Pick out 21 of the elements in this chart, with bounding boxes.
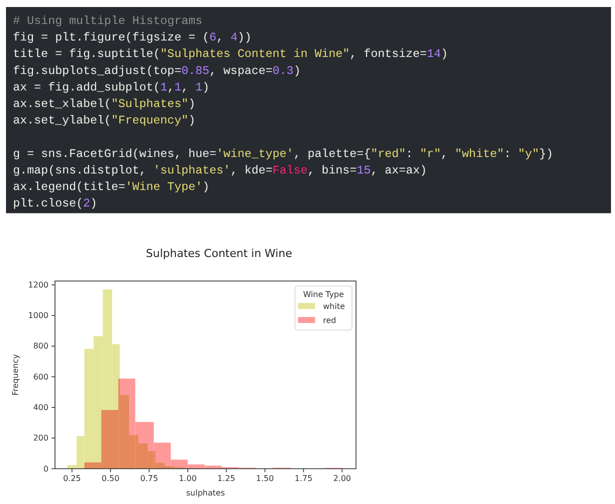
legend-title: Wine Type	[303, 290, 344, 299]
y-tick-label: 0	[43, 464, 48, 474]
x-tick-label: 0.50	[102, 474, 120, 483]
y-tick-label: 600	[33, 372, 48, 382]
x-tick-label: 1.00	[178, 474, 197, 483]
x-tick-label: 1.75	[294, 474, 312, 483]
y-tick-label: 1000	[28, 311, 48, 320]
x-tick-label: 0.25	[63, 474, 81, 483]
y-tick-label: 1200	[28, 280, 48, 290]
chart-title: Sulphates Content in Wine	[146, 247, 292, 260]
x-tick-label: 1.50	[256, 474, 274, 483]
legend-label: white	[323, 302, 345, 311]
x-tick-label: 1.25	[217, 474, 236, 483]
x-tick-label: 2.00	[333, 474, 352, 483]
y-tick-label: 800	[33, 342, 48, 351]
y-tick-label: 200	[33, 434, 48, 443]
y-tick-label: 400	[33, 402, 48, 412]
y-axis-title: Frequency	[11, 354, 20, 396]
x-tick-label: 0.75	[140, 474, 158, 483]
x-axis-title: sulphates	[186, 488, 225, 498]
legend-label: red	[323, 316, 336, 325]
